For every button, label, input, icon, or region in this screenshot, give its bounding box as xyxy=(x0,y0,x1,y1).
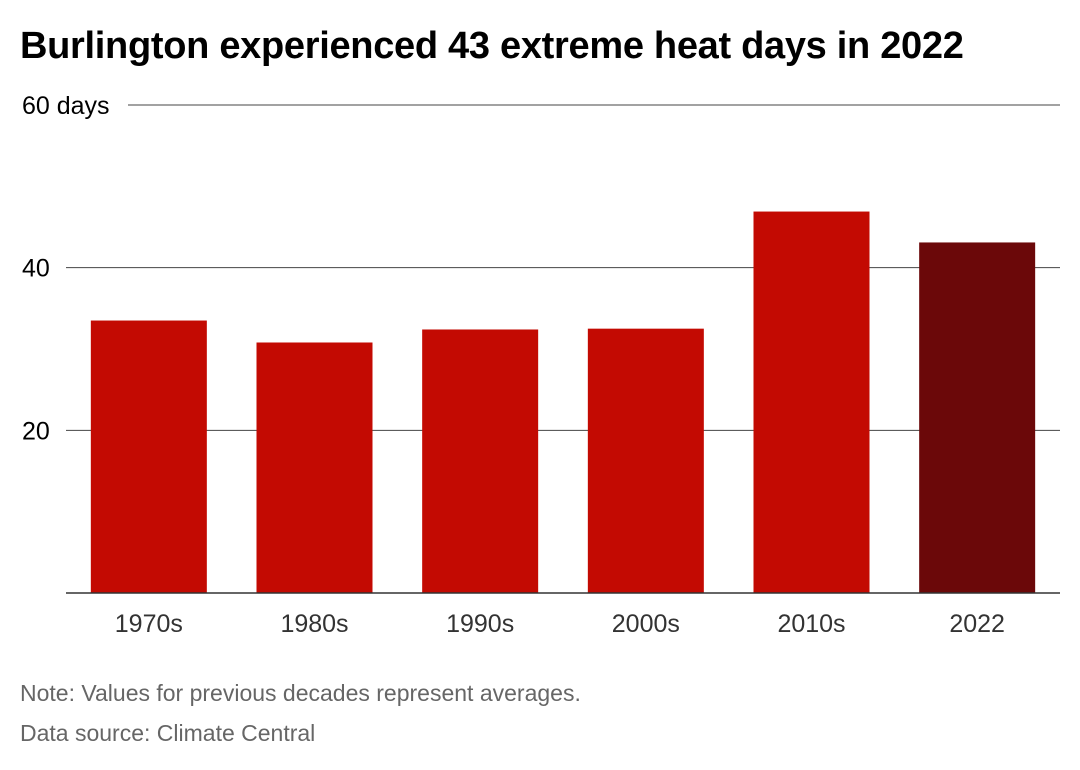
tick-labels: 60 days 40 20 1970s 1980s 1990s 2000s 2010s 2022 xyxy=(22,92,1005,638)
bar-1990s xyxy=(422,329,539,593)
x-tick-label: 2000s xyxy=(612,610,680,638)
bar-1970s xyxy=(90,320,207,593)
bar-2000s xyxy=(587,328,704,593)
x-tick-label: 1980s xyxy=(280,610,348,638)
bar-1980s xyxy=(256,342,373,593)
y-tick-label: 60 days xyxy=(22,92,110,120)
y-tick-label: 20 xyxy=(22,417,50,445)
data-source: Data source: Climate Central xyxy=(20,720,316,746)
bars xyxy=(90,211,1036,593)
chart-title: Burlington experienced 43 extreme heat d… xyxy=(20,25,964,67)
footnote: Note: Values for previous decades repres… xyxy=(20,680,581,706)
x-tick-label: 1990s xyxy=(446,610,514,638)
x-tick-label: 2022 xyxy=(949,610,1005,638)
x-tick-label: 2010s xyxy=(777,610,845,638)
y-tick-label: 40 xyxy=(22,255,50,283)
bar-2010s xyxy=(753,211,870,593)
x-tick-label: 1970s xyxy=(115,610,183,638)
gridlines xyxy=(66,104,1060,431)
bar-2022 xyxy=(919,242,1036,593)
